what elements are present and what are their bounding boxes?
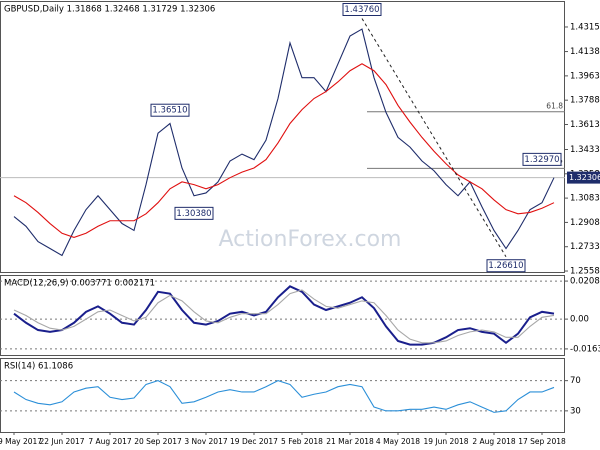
y-tick-label: -0.016357: [570, 344, 600, 354]
y-tick-label: 1.25580: [570, 267, 600, 277]
x-tick-label: 19 Jun 2018: [423, 437, 468, 446]
price-annotation-label: 1.32970: [524, 155, 559, 165]
price-annotation-box: [342, 3, 382, 17]
x-tick-label: 3 Nov 2017: [184, 437, 227, 446]
x-tick-label: 9 May 2017: [0, 437, 42, 446]
y-tick-label: 1.39630: [570, 71, 600, 81]
price-annotation-box: [522, 152, 562, 166]
price-annotation-box: [150, 103, 190, 117]
x-tick-label: 5 Feb 2018: [281, 437, 323, 446]
price-annotation-label: 1.43760: [344, 5, 379, 15]
series-line: [13, 63, 555, 238]
panel-title: MACD(12,26,9) 0.003771 0.002171: [4, 279, 155, 289]
price-annotation-box: [486, 259, 526, 273]
last-price-box: [567, 171, 600, 184]
x-tick-label: 22 Jun 2017: [39, 437, 84, 446]
x-tick-label: 2 Aug 2018: [472, 437, 515, 446]
y-tick-label: 1.43150: [570, 22, 600, 32]
x-tick-label: 4 May 2018: [376, 437, 420, 446]
x-tick-label: 7 Aug 2017: [88, 437, 131, 446]
series-line: [13, 380, 555, 413]
price-annotation-label: 1.30380: [176, 209, 211, 219]
price-annotation-label: 1.36510: [152, 106, 187, 116]
price-annotation-box: [174, 206, 214, 220]
y-tick-label: 1.29080: [570, 218, 600, 228]
y-tick-label: 70: [570, 376, 581, 386]
y-tick-label: 30: [570, 406, 581, 416]
last-price-label: 1.32306: [569, 173, 600, 182]
panel-title: RSI(14) 61.1086: [4, 362, 73, 372]
price-annotation-label: 1.26610: [488, 261, 523, 271]
x-tick-label: 21 Mar 2018: [326, 437, 374, 446]
y-tick-label: 1.27330: [570, 242, 600, 252]
x-tick-label: 19 Dec 2017: [230, 437, 278, 446]
y-tick-label: 1.30830: [570, 194, 600, 204]
panel-frame: [0, 275, 565, 356]
y-tick-label: 1.36130: [570, 120, 600, 130]
panel-frame: [0, 358, 565, 433]
x-tick-label: 20 Sep 2017: [134, 437, 182, 446]
panel-frame: [0, 1, 565, 273]
x-tick-label: 17 Sep 2018: [518, 437, 566, 446]
y-tick-label: 0.020881: [570, 277, 600, 287]
y-tick-label: 1.34330: [570, 145, 600, 155]
y-tick-label: 1.41380: [570, 47, 600, 57]
series-line: [13, 285, 555, 346]
fib-label: 61.8: [546, 102, 563, 111]
watermark: ActionForex.com: [219, 227, 402, 252]
series-line: [13, 289, 555, 344]
panel-title: GBPUSD,Daily 1.31868 1.32468 1.31729 1.3…: [4, 5, 215, 15]
trendline: [361, 18, 507, 257]
y-tick-label: 1.37880: [570, 96, 600, 106]
series-line: [13, 28, 555, 257]
y-tick-label: 0.00: [570, 315, 589, 325]
